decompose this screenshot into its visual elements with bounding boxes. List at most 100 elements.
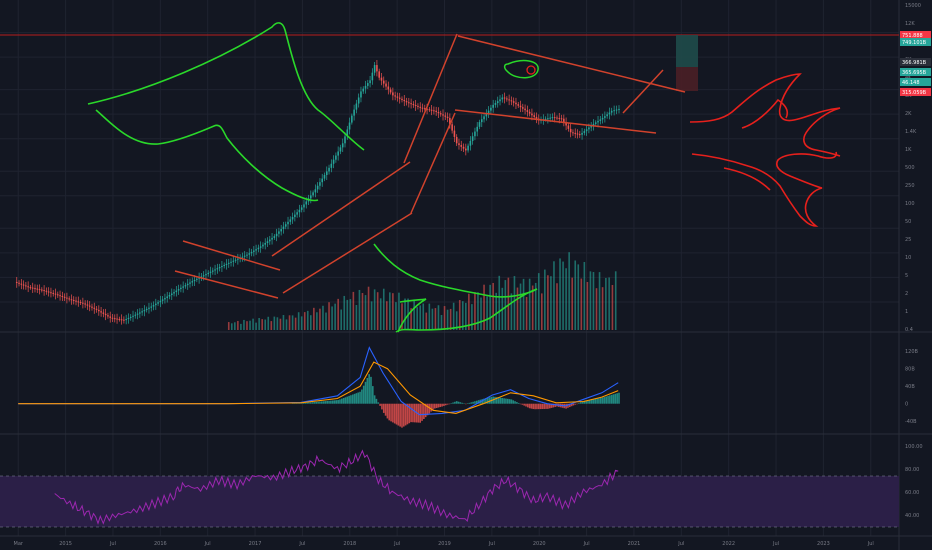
candle-body <box>594 122 597 124</box>
volume-bar <box>483 284 485 330</box>
channel-2-upper[interactable] <box>271 161 411 257</box>
candle-body <box>214 269 216 271</box>
candle-body <box>357 97 360 104</box>
volume-bar <box>361 293 364 330</box>
volume-bar <box>510 293 513 330</box>
candle-body <box>189 282 191 284</box>
candle-body <box>531 113 533 116</box>
candle-body <box>337 151 339 156</box>
candle-body <box>396 96 399 98</box>
rsi-axis-label: 60.00 <box>905 490 919 496</box>
volume-bar <box>310 315 312 330</box>
macd-hist-bar <box>519 403 522 405</box>
channel-2-lower[interactable] <box>282 212 413 294</box>
macd-hist-bar <box>348 395 350 404</box>
macd-hist-bar <box>372 386 374 404</box>
candle-body <box>496 101 499 104</box>
position-loss-zone[interactable] <box>676 67 698 91</box>
macd-axis[interactable]: 120B 80B 40B 0 -40B <box>905 349 919 425</box>
candle-body <box>583 131 586 133</box>
channel-4-upper[interactable] <box>457 35 686 93</box>
candle-body <box>601 117 604 120</box>
macd-hist-bar <box>361 389 363 404</box>
macd-hist-bar <box>581 401 584 404</box>
macd-hist-bar <box>406 403 409 425</box>
candle-body <box>382 80 385 84</box>
red-circle-marker[interactable] <box>526 65 536 75</box>
macd-hist-bar <box>488 397 491 404</box>
volume-bar <box>325 312 327 330</box>
rsi-axis[interactable]: 100.00 80.00 60.00 40.00 <box>905 444 923 519</box>
candle-body <box>218 267 221 269</box>
candle-body <box>332 159 335 164</box>
candle-body <box>298 209 301 213</box>
candle-body <box>371 72 374 81</box>
candle-body <box>421 107 424 109</box>
volume-bar <box>252 318 254 330</box>
candle-body <box>54 293 57 295</box>
green-wing-scribble[interactable] <box>87 22 365 202</box>
candle-body <box>109 316 112 318</box>
candle-body <box>125 319 127 321</box>
macd-hist-bar <box>441 403 443 407</box>
candle-body <box>259 246 262 248</box>
green-arrow-scribble[interactable] <box>373 243 538 333</box>
red-flame-scribble[interactable] <box>689 73 841 227</box>
price-tag-bg <box>900 88 931 96</box>
position-profit-zone[interactable] <box>676 35 698 67</box>
volume-bar <box>544 269 546 330</box>
candle-body <box>462 146 465 149</box>
volume-bar <box>355 304 358 330</box>
macd-hist-bar <box>614 393 617 404</box>
candle-body <box>38 289 41 291</box>
candle-body <box>389 89 392 93</box>
candle-body <box>325 171 328 176</box>
channel-drawings[interactable] <box>174 33 686 299</box>
candle-body <box>86 304 89 306</box>
volume-bar <box>288 315 291 330</box>
candle-body <box>501 97 504 100</box>
volume-bar <box>410 308 412 330</box>
volume-bar <box>486 296 488 330</box>
candle-body <box>335 155 337 160</box>
macd-hist-bar <box>448 403 451 405</box>
channel-3-upper[interactable] <box>403 33 458 164</box>
price-axis-label: 250 <box>905 183 915 189</box>
time-axis-label: Jul <box>488 541 495 547</box>
macd-hist-bar <box>512 400 515 404</box>
wedge-line[interactable] <box>622 69 664 114</box>
candle-body <box>43 290 45 292</box>
macd-signal-line <box>18 361 619 414</box>
channel-3-lower[interactable] <box>410 112 456 214</box>
volume-bar <box>480 297 482 330</box>
macd-hist-bar <box>459 402 462 404</box>
volume-bar <box>507 277 510 330</box>
macd-hist-bar <box>516 402 518 404</box>
time-axis[interactable]: Mar 2015 Jul 2016 Jul 2017 Jul 2018 Jul 2019 Jul 20… <box>14 541 874 547</box>
channel-1-lower[interactable] <box>174 270 279 299</box>
candle-body <box>291 217 294 220</box>
macd-hist-bar <box>616 393 618 404</box>
volume-bar <box>443 306 446 330</box>
volume-bar <box>492 282 494 330</box>
volume-bar <box>395 302 397 330</box>
macd-hist-bar <box>587 400 589 404</box>
volume-bar <box>513 276 516 330</box>
macd-hist-bar <box>574 403 577 405</box>
channel-1-upper[interactable] <box>182 240 281 271</box>
candle-body <box>134 314 137 316</box>
candle-body <box>535 116 538 119</box>
candle-body <box>478 122 481 127</box>
macd-hist-bar <box>304 402 307 404</box>
rsi-line <box>54 449 619 525</box>
candle-body <box>227 262 230 264</box>
time-axis-label: 2020 <box>533 541 546 547</box>
channel-4-lower[interactable] <box>454 109 657 134</box>
macd-hist-bar <box>570 403 573 407</box>
price-axis-label: 12K <box>905 21 915 27</box>
volume-bar <box>385 301 388 330</box>
macd-hist-bar <box>421 403 423 421</box>
green-circle-marker[interactable] <box>503 59 539 79</box>
volume-bar <box>592 272 595 330</box>
